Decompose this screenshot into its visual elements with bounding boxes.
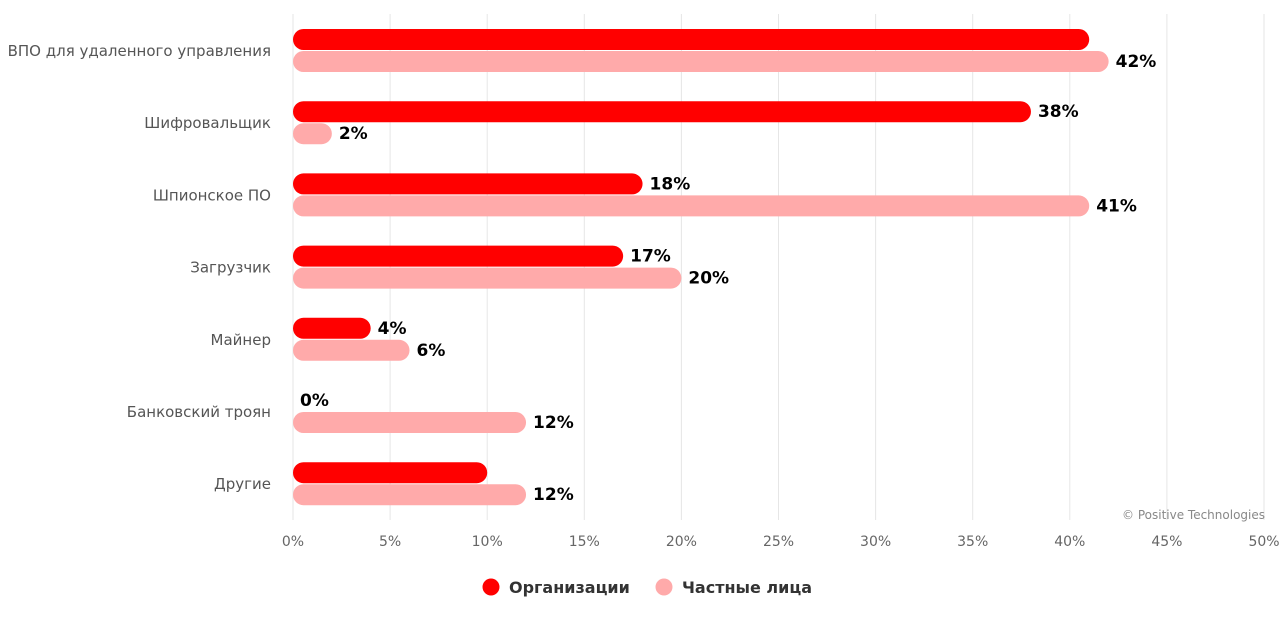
data-label: 12%	[533, 485, 574, 505]
bar	[293, 317, 371, 339]
data-label: 20%	[688, 269, 729, 289]
bar	[293, 339, 410, 361]
x-tick-label: 40%	[1054, 534, 1085, 550]
data-label: 42%	[1116, 52, 1157, 72]
bar	[293, 51, 1109, 72]
category-labels: ВПО для удаленного управления Шифровальщи…	[8, 42, 271, 493]
legend-marker	[482, 578, 500, 596]
credit-text: © Positive Technologies	[1122, 508, 1265, 522]
data-label: 12%	[533, 413, 574, 433]
x-tick-label: 0%	[282, 534, 304, 550]
category-label: Загрузчик	[190, 259, 271, 277]
bar	[293, 195, 1090, 217]
x-tick-label: 10%	[472, 534, 503, 550]
data-label: 0%	[300, 391, 329, 411]
data-label: 6%	[417, 341, 446, 361]
category-label: ВПО для удаленного управления	[8, 42, 271, 60]
category-label: Шпионское ПО	[153, 186, 271, 204]
bar	[293, 173, 643, 195]
bar	[293, 462, 488, 484]
x-tick-label: 45%	[1151, 534, 1182, 550]
category-label: Шифровальщик	[144, 114, 271, 132]
legend: Организации Частные лица	[482, 578, 812, 597]
bar	[293, 123, 332, 145]
x-tick-label: 50%	[1248, 534, 1279, 550]
x-tick-label: 15%	[569, 534, 600, 550]
data-label: 41%	[1096, 196, 1137, 216]
data-labels: 42% 38% 2% 18% 41% 17% 20% 4% 6% 0% 12% 12%	[300, 52, 1156, 505]
data-label: 38%	[1038, 102, 1079, 122]
bar	[293, 484, 527, 506]
bar	[293, 412, 527, 433]
data-label: 2%	[339, 124, 368, 144]
legend-marker	[655, 578, 673, 596]
bar	[293, 245, 624, 267]
data-label: 18%	[650, 174, 691, 194]
bar	[293, 267, 682, 289]
category-label: Майнер	[211, 331, 271, 349]
x-tick-label: 30%	[860, 534, 891, 550]
bars	[293, 29, 1109, 506]
x-tick-label: 5%	[379, 534, 401, 550]
bar	[293, 29, 1090, 50]
x-axis-ticks: 0% 5% 10% 15% 20% 25% 30% 35% 40% 45% 50%	[282, 534, 1280, 550]
bar	[293, 101, 1031, 123]
category-label: Другие	[214, 475, 271, 493]
grid-lines	[292, 14, 1265, 520]
x-tick-label: 35%	[957, 534, 988, 550]
x-tick-label: 25%	[763, 534, 794, 550]
data-label: 4%	[378, 319, 407, 339]
data-label: 17%	[630, 247, 671, 267]
legend-item[interactable]: Частные лица	[682, 578, 812, 597]
category-label: Банковский троян	[127, 403, 271, 421]
x-tick-label: 20%	[666, 534, 697, 550]
legend-item[interactable]: Организации	[509, 578, 630, 597]
